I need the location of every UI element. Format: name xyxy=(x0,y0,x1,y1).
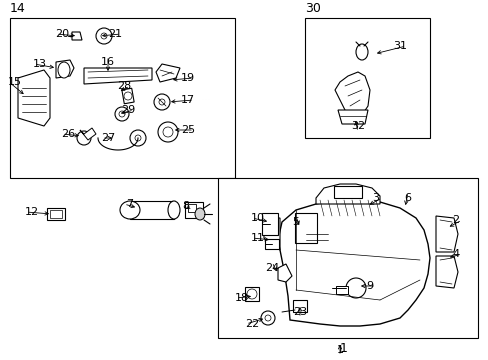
Ellipse shape xyxy=(115,107,129,121)
Text: 14: 14 xyxy=(10,1,26,14)
Text: 19: 19 xyxy=(181,73,195,83)
Ellipse shape xyxy=(158,122,178,142)
Text: 28: 28 xyxy=(117,81,131,91)
Ellipse shape xyxy=(163,127,173,137)
Ellipse shape xyxy=(96,28,112,44)
Ellipse shape xyxy=(77,131,91,145)
Ellipse shape xyxy=(168,201,180,219)
Text: 17: 17 xyxy=(181,95,195,105)
Bar xyxy=(333,186,361,198)
Ellipse shape xyxy=(261,311,274,325)
Bar xyxy=(292,300,306,312)
Bar xyxy=(218,178,477,338)
Text: 13: 13 xyxy=(33,59,47,69)
Text: 23: 23 xyxy=(292,307,306,317)
Polygon shape xyxy=(435,216,457,252)
Ellipse shape xyxy=(135,135,141,141)
Text: 27: 27 xyxy=(101,133,115,143)
Text: 30: 30 xyxy=(305,1,320,14)
Ellipse shape xyxy=(246,289,257,299)
Text: 5: 5 xyxy=(292,217,299,227)
Text: 11: 11 xyxy=(250,233,264,243)
Ellipse shape xyxy=(355,44,367,60)
Text: 1: 1 xyxy=(339,342,347,355)
Polygon shape xyxy=(84,68,152,84)
Text: 26: 26 xyxy=(61,129,75,139)
Polygon shape xyxy=(278,264,291,282)
Text: 6: 6 xyxy=(404,193,411,203)
Polygon shape xyxy=(337,110,367,124)
Text: 18: 18 xyxy=(234,293,248,303)
Text: 3: 3 xyxy=(372,193,379,203)
Ellipse shape xyxy=(58,62,70,78)
Bar xyxy=(47,208,65,220)
Ellipse shape xyxy=(159,99,164,105)
Polygon shape xyxy=(80,128,96,140)
Text: 12: 12 xyxy=(25,207,39,217)
Bar xyxy=(335,286,347,294)
Text: 22: 22 xyxy=(244,319,259,329)
Bar xyxy=(305,18,429,138)
Text: 4: 4 xyxy=(451,249,459,259)
Polygon shape xyxy=(56,60,74,78)
Text: 32: 32 xyxy=(350,121,365,131)
Ellipse shape xyxy=(130,130,146,146)
Text: 15: 15 xyxy=(8,77,22,87)
Bar xyxy=(264,239,279,249)
Polygon shape xyxy=(278,200,429,326)
Ellipse shape xyxy=(154,94,170,110)
Ellipse shape xyxy=(119,111,125,117)
Bar xyxy=(10,18,235,178)
Text: 31: 31 xyxy=(392,41,406,51)
Bar xyxy=(262,213,278,235)
Bar xyxy=(130,201,174,219)
Polygon shape xyxy=(264,218,280,250)
Polygon shape xyxy=(334,72,369,122)
Bar xyxy=(184,202,203,218)
Text: 7: 7 xyxy=(126,199,133,209)
Ellipse shape xyxy=(195,208,204,220)
Text: 20: 20 xyxy=(55,29,69,39)
Text: 2: 2 xyxy=(451,215,459,225)
Ellipse shape xyxy=(120,201,140,219)
Bar xyxy=(187,204,196,212)
Text: 16: 16 xyxy=(101,57,115,67)
Text: 29: 29 xyxy=(121,105,135,115)
Bar xyxy=(244,287,259,301)
Ellipse shape xyxy=(346,278,365,298)
Ellipse shape xyxy=(124,92,132,100)
Text: 25: 25 xyxy=(181,125,195,135)
Polygon shape xyxy=(435,256,457,288)
Polygon shape xyxy=(156,64,180,82)
Polygon shape xyxy=(18,70,50,126)
Text: 24: 24 xyxy=(264,263,279,273)
Text: 10: 10 xyxy=(250,213,264,223)
Text: 21: 21 xyxy=(108,29,122,39)
Bar xyxy=(50,210,62,218)
Ellipse shape xyxy=(264,315,270,321)
Polygon shape xyxy=(315,184,379,204)
Polygon shape xyxy=(72,32,82,40)
Text: 9: 9 xyxy=(366,281,373,291)
Text: 1: 1 xyxy=(336,345,343,355)
Text: 8: 8 xyxy=(182,201,189,211)
Bar xyxy=(294,213,316,243)
Ellipse shape xyxy=(101,33,107,39)
Bar xyxy=(122,88,134,104)
